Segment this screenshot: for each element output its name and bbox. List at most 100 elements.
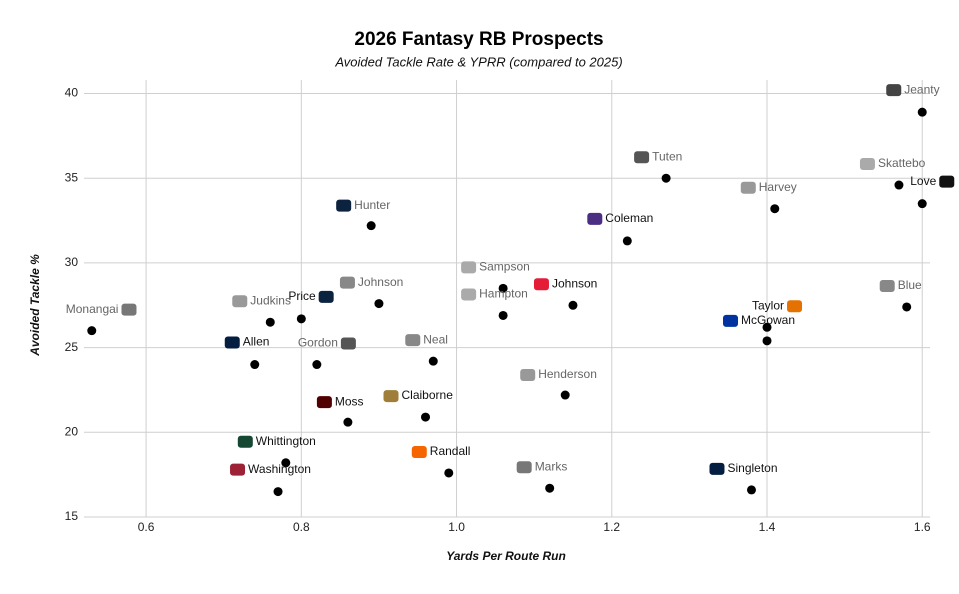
x-tick-label: 0.6 — [138, 520, 155, 534]
point — [281, 458, 291, 468]
point — [343, 417, 353, 427]
point — [917, 107, 927, 117]
team-logo — [879, 279, 895, 292]
point-label: Claiborne — [402, 388, 454, 402]
y-axis-title: Avoided Tackle % — [28, 254, 42, 357]
y-tick-label: 30 — [65, 255, 79, 269]
point — [762, 322, 772, 332]
point — [265, 317, 275, 327]
point — [421, 412, 431, 422]
point-label: Washington — [248, 462, 311, 476]
team-logo — [787, 300, 803, 313]
team-logo — [237, 435, 253, 448]
team-logo — [709, 462, 725, 475]
point-label: Johnson — [552, 276, 597, 290]
point-label: Moss — [335, 394, 364, 408]
x-tick-label: 1.2 — [603, 520, 620, 534]
team-logo — [886, 84, 902, 97]
point — [746, 485, 756, 495]
team-logo — [411, 445, 427, 458]
team-logo — [230, 463, 246, 476]
point-label: Randall — [430, 444, 471, 458]
y-tick-label: 40 — [65, 86, 79, 100]
point — [545, 483, 555, 493]
point-label: Skattebo — [878, 156, 926, 170]
x-tick-label: 1.4 — [759, 520, 776, 534]
team-logo — [121, 303, 137, 316]
point — [762, 336, 772, 346]
point — [296, 314, 306, 324]
point — [374, 299, 384, 309]
team-logo — [340, 337, 356, 350]
point-label: Price — [288, 289, 316, 303]
team-logo — [461, 261, 477, 274]
y-tick-label: 35 — [65, 170, 79, 184]
point-label: McGowan — [741, 313, 795, 327]
point — [894, 180, 904, 190]
team-logo — [316, 396, 332, 409]
team-logo — [405, 334, 421, 347]
point-label: Hunter — [354, 198, 390, 212]
team-logo — [339, 276, 355, 289]
chart-title: 2026 Fantasy RB Prospects — [354, 29, 603, 50]
point — [498, 283, 508, 293]
point-label: Hampton — [479, 287, 528, 301]
point-label: Sampson — [479, 260, 530, 274]
team-logo — [461, 288, 477, 301]
point — [622, 236, 632, 246]
point-label: Singleton — [727, 461, 777, 475]
x-tick-label: 0.8 — [293, 520, 310, 534]
point — [312, 360, 322, 370]
point — [366, 221, 376, 231]
point-label: Whittington — [256, 434, 316, 448]
point-label: Neal — [423, 332, 448, 346]
team-logo — [533, 278, 549, 291]
team-logo — [634, 151, 650, 164]
point — [560, 390, 570, 400]
point — [770, 204, 780, 214]
point — [444, 468, 454, 478]
team-logo — [939, 175, 955, 188]
team-logo — [224, 336, 240, 349]
point-label: Jeanty — [904, 82, 939, 96]
team-logo — [587, 212, 603, 225]
y-tick-label: 25 — [65, 340, 79, 354]
point-label: Coleman — [605, 211, 653, 225]
point-label: Henderson — [538, 367, 597, 381]
team-logo — [336, 199, 352, 212]
point-label: Allen — [243, 335, 270, 349]
point — [250, 360, 260, 370]
y-tick-label: 15 — [65, 509, 79, 523]
point-label: Judkins — [250, 293, 291, 307]
point — [498, 310, 508, 320]
point — [428, 356, 438, 366]
point-label: Taylor — [752, 298, 784, 312]
point-label: Blue — [898, 278, 922, 292]
point — [902, 302, 912, 312]
team-logo — [232, 295, 248, 308]
x-tick-label: 1.0 — [448, 520, 465, 534]
point-label: Marks — [535, 459, 568, 473]
y-tick-label: 20 — [65, 424, 79, 438]
point — [917, 199, 927, 209]
point-label: Monangai — [66, 302, 119, 316]
point-label: Love — [910, 174, 936, 188]
team-logo — [383, 390, 399, 403]
point-label: Tuten — [652, 149, 682, 163]
team-logo — [516, 461, 532, 474]
chart-subtitle: Avoided Tackle Rate & YPRR (compared to … — [334, 54, 622, 69]
point-label: Johnson — [358, 275, 403, 289]
team-logo — [318, 290, 334, 303]
x-tick-label: 1.6 — [914, 520, 931, 534]
team-logo — [859, 158, 875, 171]
point-label: Gordon — [298, 336, 338, 350]
point — [568, 300, 578, 310]
team-logo — [723, 314, 739, 327]
point — [87, 326, 97, 336]
team-logo — [740, 181, 756, 194]
point — [273, 487, 283, 497]
team-logo — [520, 369, 536, 382]
point-label: Harvey — [759, 180, 797, 194]
